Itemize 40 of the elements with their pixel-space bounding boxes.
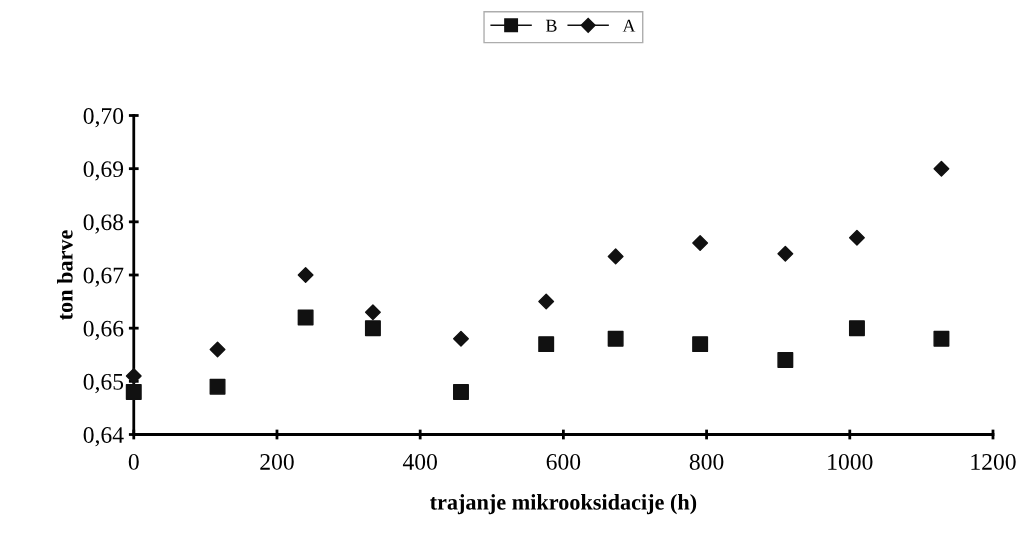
- point: [848, 229, 865, 246]
- x-tick-label: 1200: [971, 453, 1016, 470]
- x-axis-title: trajanje mikrooksidacije (h): [430, 494, 697, 515]
- y-tick-label: 0,69: [83, 161, 124, 181]
- y-tick-label: 0,64: [83, 426, 124, 447]
- y-tick-label: 0,70: [83, 107, 124, 128]
- point: [777, 352, 794, 369]
- point: [607, 330, 624, 347]
- point: [777, 245, 794, 262]
- point: [848, 320, 865, 337]
- point: [453, 383, 469, 400]
- point: [125, 368, 142, 384]
- point: [538, 293, 555, 310]
- point: [297, 309, 314, 326]
- point: [692, 235, 709, 252]
- point: [125, 383, 142, 400]
- y-axis-title: ton barve: [57, 230, 73, 321]
- x-tick-label: 0: [128, 453, 139, 470]
- x-tick-label: 600: [546, 453, 581, 470]
- point: [933, 160, 950, 177]
- point: [297, 267, 314, 283]
- point: [692, 336, 709, 353]
- y-tick-label: 0,67: [83, 267, 124, 287]
- y-tick-label: 0,66: [83, 320, 124, 340]
- y-tick-label: 0,65: [83, 373, 124, 394]
- point: [607, 248, 624, 265]
- y-tick-label: 0,68: [83, 214, 124, 234]
- point: [933, 330, 950, 347]
- point: [364, 304, 381, 321]
- point: [364, 320, 381, 337]
- point: [453, 330, 469, 347]
- point: [209, 378, 226, 395]
- x-tick-label: 400: [402, 453, 437, 470]
- point: [209, 341, 226, 358]
- legend-label: B: [545, 19, 557, 32]
- x-tick-label: 200: [260, 453, 294, 470]
- point: [538, 336, 555, 353]
- x-tick-label: 1000: [828, 453, 873, 470]
- legend-label: A: [622, 19, 636, 32]
- x-tick-label: 800: [689, 453, 724, 470]
